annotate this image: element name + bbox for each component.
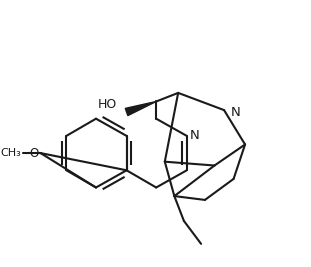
Text: N: N (190, 129, 199, 142)
Text: CH₃: CH₃ (1, 148, 21, 158)
Text: HO: HO (98, 98, 117, 111)
Text: N: N (231, 107, 240, 119)
Polygon shape (125, 101, 156, 116)
Text: O: O (30, 147, 39, 160)
